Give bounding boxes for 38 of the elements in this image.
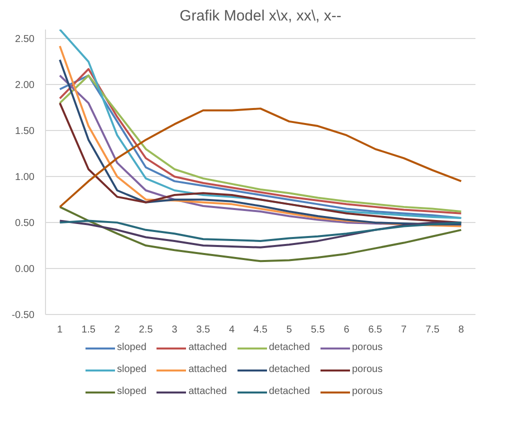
legend-label: detached [268,364,310,375]
x-tick-label: 5 [286,324,292,336]
y-tick-label: -0.50 [12,310,35,321]
x-tick-label: 3 [172,324,178,336]
y-tick-label: 0.50 [15,218,35,230]
x-tick-label: 6.5 [368,324,383,336]
legend-label: porous [352,386,383,397]
y-tick-label: 2.00 [15,80,35,92]
x-tick-label: 2.5 [138,324,154,336]
y-tick-label: 2.50 [15,34,35,46]
legend-label: attached [188,342,227,353]
line-series [58,206,462,262]
x-tick-label: 6 [344,324,350,336]
x-tick-label: 8 [458,324,464,336]
x-tick-label: 7.5 [426,324,440,336]
y-tick-label: 1.00 [15,172,35,184]
chart-title: Grafik Model x\x, xx\, x-- [180,8,342,24]
legend-label: attached [188,364,227,375]
x-tick-label: 4 [229,324,236,336]
y-tick-label: 1.50 [15,126,35,138]
legend-label: sloped [117,342,146,353]
x-tick-label: 3.5 [196,324,211,336]
line-series [58,108,462,208]
legend-label: attached [188,386,227,397]
legend-label: detached [268,386,310,397]
legend-label: sloped [117,386,146,397]
legend-label: detached [268,342,310,353]
x-tick-label: 5.5 [310,324,326,336]
legend-label: sloped [117,364,146,375]
y-tick-label: 0.00 [15,264,35,276]
x-tick-label: 4.5 [254,324,268,336]
line-series [58,220,462,242]
x-tick-label: 7 [401,324,408,336]
x-tick-label: 1 [57,324,64,336]
legend-label: porous [352,364,383,375]
x-tick-label: 2 [114,324,120,336]
x-tick-label: 1.5 [82,324,96,336]
legend-label: porous [352,342,383,353]
